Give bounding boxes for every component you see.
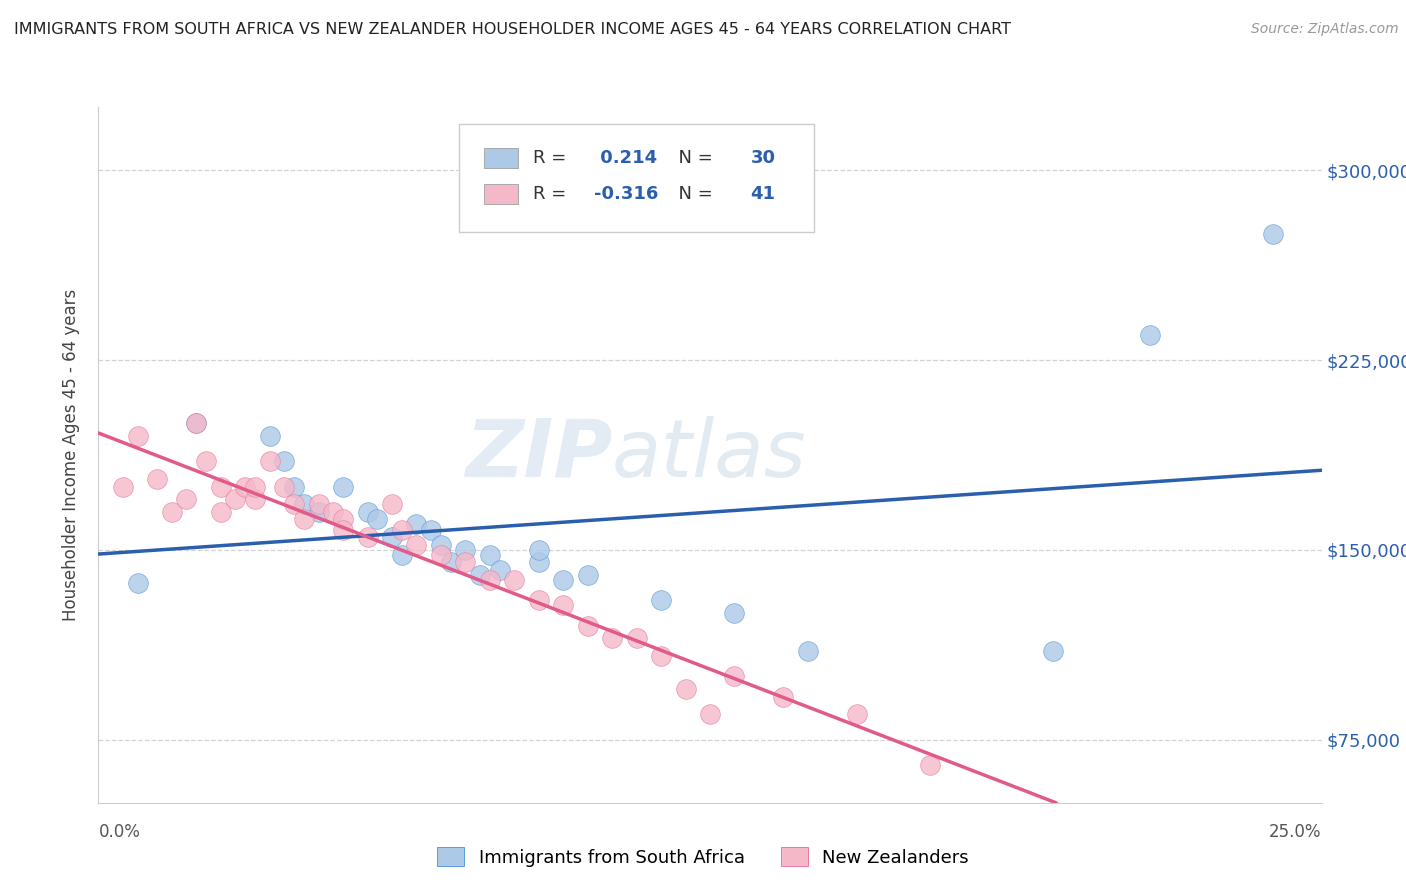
Point — [920, 757, 942, 772]
Text: R =: R = — [533, 185, 572, 203]
Point — [186, 417, 208, 431]
Text: 25.0%: 25.0% — [1270, 823, 1322, 841]
Point — [308, 497, 330, 511]
Point — [478, 548, 501, 562]
Point — [146, 472, 169, 486]
Point — [576, 618, 599, 632]
Point — [332, 479, 354, 493]
Point — [1261, 227, 1284, 241]
Text: ZIP: ZIP — [465, 416, 612, 494]
FancyBboxPatch shape — [460, 124, 814, 232]
Point — [600, 632, 623, 646]
Point — [195, 454, 218, 468]
Point — [650, 593, 672, 607]
Text: 0.0%: 0.0% — [98, 823, 141, 841]
Point — [356, 505, 378, 519]
Point — [454, 556, 477, 570]
Point — [127, 429, 149, 443]
Point — [527, 542, 550, 557]
Text: 30: 30 — [751, 149, 775, 167]
Point — [1042, 644, 1064, 658]
Point — [292, 497, 315, 511]
Point — [356, 530, 378, 544]
Point — [209, 479, 232, 493]
Point — [332, 512, 354, 526]
Point — [366, 512, 388, 526]
Point — [186, 417, 208, 431]
Point — [127, 575, 149, 590]
Text: -0.316: -0.316 — [593, 185, 658, 203]
Point — [430, 538, 453, 552]
Point — [283, 479, 305, 493]
Point — [626, 632, 648, 646]
Point — [553, 573, 575, 587]
Point — [308, 505, 330, 519]
Text: R =: R = — [533, 149, 572, 167]
Point — [243, 479, 266, 493]
Point — [381, 530, 404, 544]
Point — [1139, 327, 1161, 342]
Point — [283, 497, 305, 511]
Legend: Immigrants from South Africa, New Zealanders: Immigrants from South Africa, New Zealan… — [430, 840, 976, 874]
Point — [259, 454, 281, 468]
Point — [391, 548, 413, 562]
Point — [259, 429, 281, 443]
Text: atlas: atlas — [612, 416, 807, 494]
Text: N =: N = — [668, 149, 718, 167]
Point — [209, 505, 232, 519]
Point — [273, 454, 295, 468]
Point — [772, 690, 794, 704]
Text: 0.214: 0.214 — [593, 149, 657, 167]
Point — [440, 556, 463, 570]
Point — [468, 568, 491, 582]
Bar — [484, 185, 517, 203]
Point — [176, 492, 198, 507]
Point — [332, 523, 354, 537]
Point — [224, 492, 246, 507]
Point — [527, 593, 550, 607]
Point — [650, 648, 672, 663]
Point — [233, 479, 256, 493]
Y-axis label: Householder Income Ages 45 - 64 years: Householder Income Ages 45 - 64 years — [62, 289, 80, 621]
Text: Source: ZipAtlas.com: Source: ZipAtlas.com — [1251, 22, 1399, 37]
Point — [699, 707, 721, 722]
Point — [723, 669, 745, 683]
Point — [405, 538, 427, 552]
Point — [478, 573, 501, 587]
Point — [273, 479, 295, 493]
Point — [391, 523, 413, 537]
Text: 41: 41 — [751, 185, 775, 203]
Point — [723, 606, 745, 620]
Point — [527, 556, 550, 570]
Point — [503, 573, 526, 587]
Point — [420, 523, 443, 537]
Text: N =: N = — [668, 185, 718, 203]
Point — [243, 492, 266, 507]
Point — [454, 542, 477, 557]
Point — [675, 681, 697, 696]
Point — [292, 512, 315, 526]
Point — [845, 707, 868, 722]
Point — [553, 599, 575, 613]
Point — [322, 505, 344, 519]
Bar — [484, 148, 517, 168]
Point — [405, 517, 427, 532]
Point — [576, 568, 599, 582]
Point — [488, 563, 510, 577]
Point — [797, 644, 820, 658]
Text: IMMIGRANTS FROM SOUTH AFRICA VS NEW ZEALANDER HOUSEHOLDER INCOME AGES 45 - 64 YE: IMMIGRANTS FROM SOUTH AFRICA VS NEW ZEAL… — [14, 22, 1011, 37]
Point — [381, 497, 404, 511]
Point — [160, 505, 183, 519]
Point — [430, 548, 453, 562]
Point — [111, 479, 134, 493]
